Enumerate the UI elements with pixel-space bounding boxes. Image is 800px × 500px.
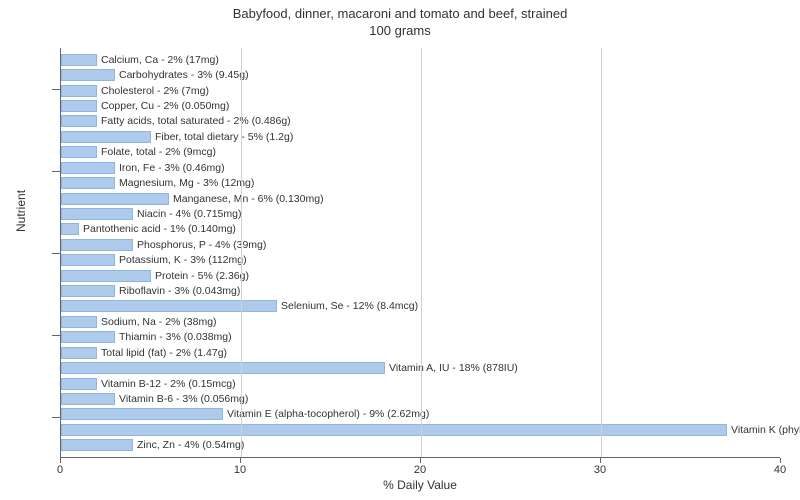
x-tick-label: 40 [774, 464, 786, 476]
bar [61, 208, 133, 220]
bar-label: Sodium, Na - 2% (38mg) [101, 316, 217, 328]
y-axis-label: Nutrient [14, 190, 28, 232]
bar [61, 131, 151, 143]
y-tick [52, 253, 60, 254]
x-tick [240, 458, 241, 463]
bar [61, 316, 97, 328]
bar [61, 85, 97, 97]
bar-label: Magnesium, Mg - 3% (12mg) [119, 177, 254, 189]
bar-label: Thiamin - 3% (0.038mg) [119, 331, 232, 343]
plot-area: Calcium, Ca - 2% (17mg) Carbohydrates - 3… [60, 48, 780, 458]
bar [61, 408, 223, 420]
bar [61, 285, 115, 297]
bar-label: Folate, total - 2% (9mcg) [101, 146, 216, 158]
x-tick [600, 458, 601, 463]
bar-label: Selenium, Se - 12% (8.4mcg) [281, 300, 418, 312]
bar-label: Riboflavin - 3% (0.043mg) [119, 285, 240, 297]
x-tick-label: 0 [57, 464, 63, 476]
bar [61, 393, 115, 405]
bar-label: Total lipid (fat) - 2% (1.47g) [101, 347, 227, 359]
y-ticks [56, 48, 60, 458]
grid-line [421, 48, 422, 457]
x-axis-label: % Daily Value [60, 478, 780, 492]
bar [61, 378, 97, 390]
bar [61, 177, 115, 189]
bar [61, 162, 115, 174]
y-tick [52, 335, 60, 336]
bar-label: Potassium, K - 3% (112mg) [119, 254, 247, 266]
bar [61, 239, 133, 251]
y-tick [52, 417, 60, 418]
grid-line [601, 48, 602, 457]
bar [61, 115, 97, 127]
x-ticks: 010203040 [60, 458, 780, 478]
y-tick [52, 171, 60, 172]
bar-label: Manganese, Mn - 6% (0.130mg) [173, 193, 324, 205]
bar-label: Zinc, Zn - 4% (0.54mg) [137, 439, 244, 451]
bar-label: Niacin - 4% (0.715mg) [137, 208, 241, 220]
bar-label: Protein - 5% (2.36g) [155, 270, 249, 282]
bar-label: Fatty acids, total saturated - 2% (0.486… [101, 115, 291, 127]
bar-label: Cholesterol - 2% (7mg) [101, 85, 209, 97]
bar-label: Vitamin B-6 - 3% (0.056mg) [119, 393, 248, 405]
bar [61, 362, 385, 374]
bar [61, 100, 97, 112]
bar-label: Vitamin A, IU - 18% (878IU) [389, 362, 518, 374]
title-line-1: Babyfood, dinner, macaroni and tomato an… [233, 6, 568, 21]
nutrient-chart: Babyfood, dinner, macaroni and tomato an… [0, 0, 800, 500]
x-tick-label: 30 [594, 464, 606, 476]
bar [61, 69, 115, 81]
x-tick [780, 458, 781, 463]
title-line-2: 100 grams [369, 23, 430, 38]
bar [61, 347, 97, 359]
y-tick [52, 89, 60, 90]
bar [61, 331, 115, 343]
x-tick [420, 458, 421, 463]
bar-label: Fiber, total dietary - 5% (1.2g) [155, 131, 293, 143]
bar-label: Copper, Cu - 2% (0.050mg) [101, 100, 229, 112]
bar [61, 146, 97, 158]
x-tick-label: 10 [234, 464, 246, 476]
bar-label: Vitamin K (phylloquinone) - 37% (29.3mcg… [731, 424, 800, 436]
bar [61, 424, 727, 436]
bar-label: Pantothenic acid - 1% (0.140mg) [83, 223, 236, 235]
bar-label: Carbohydrates - 3% (9.45g) [119, 69, 249, 81]
bar [61, 254, 115, 266]
bar [61, 300, 277, 312]
bar [61, 270, 151, 282]
grid-line [241, 48, 242, 457]
bar [61, 223, 79, 235]
bar-label: Phosphorus, P - 4% (39mg) [137, 239, 266, 251]
bar [61, 439, 133, 451]
bar [61, 54, 97, 66]
bar [61, 193, 169, 205]
bar-label: Vitamin E (alpha-tocopherol) - 9% (2.62m… [227, 408, 429, 420]
bar-label: Iron, Fe - 3% (0.46mg) [119, 162, 225, 174]
bar-label: Vitamin B-12 - 2% (0.15mcg) [101, 378, 236, 390]
x-tick-label: 20 [414, 464, 426, 476]
x-tick [60, 458, 61, 463]
chart-title: Babyfood, dinner, macaroni and tomato an… [0, 0, 800, 40]
bar-label: Calcium, Ca - 2% (17mg) [101, 54, 219, 66]
